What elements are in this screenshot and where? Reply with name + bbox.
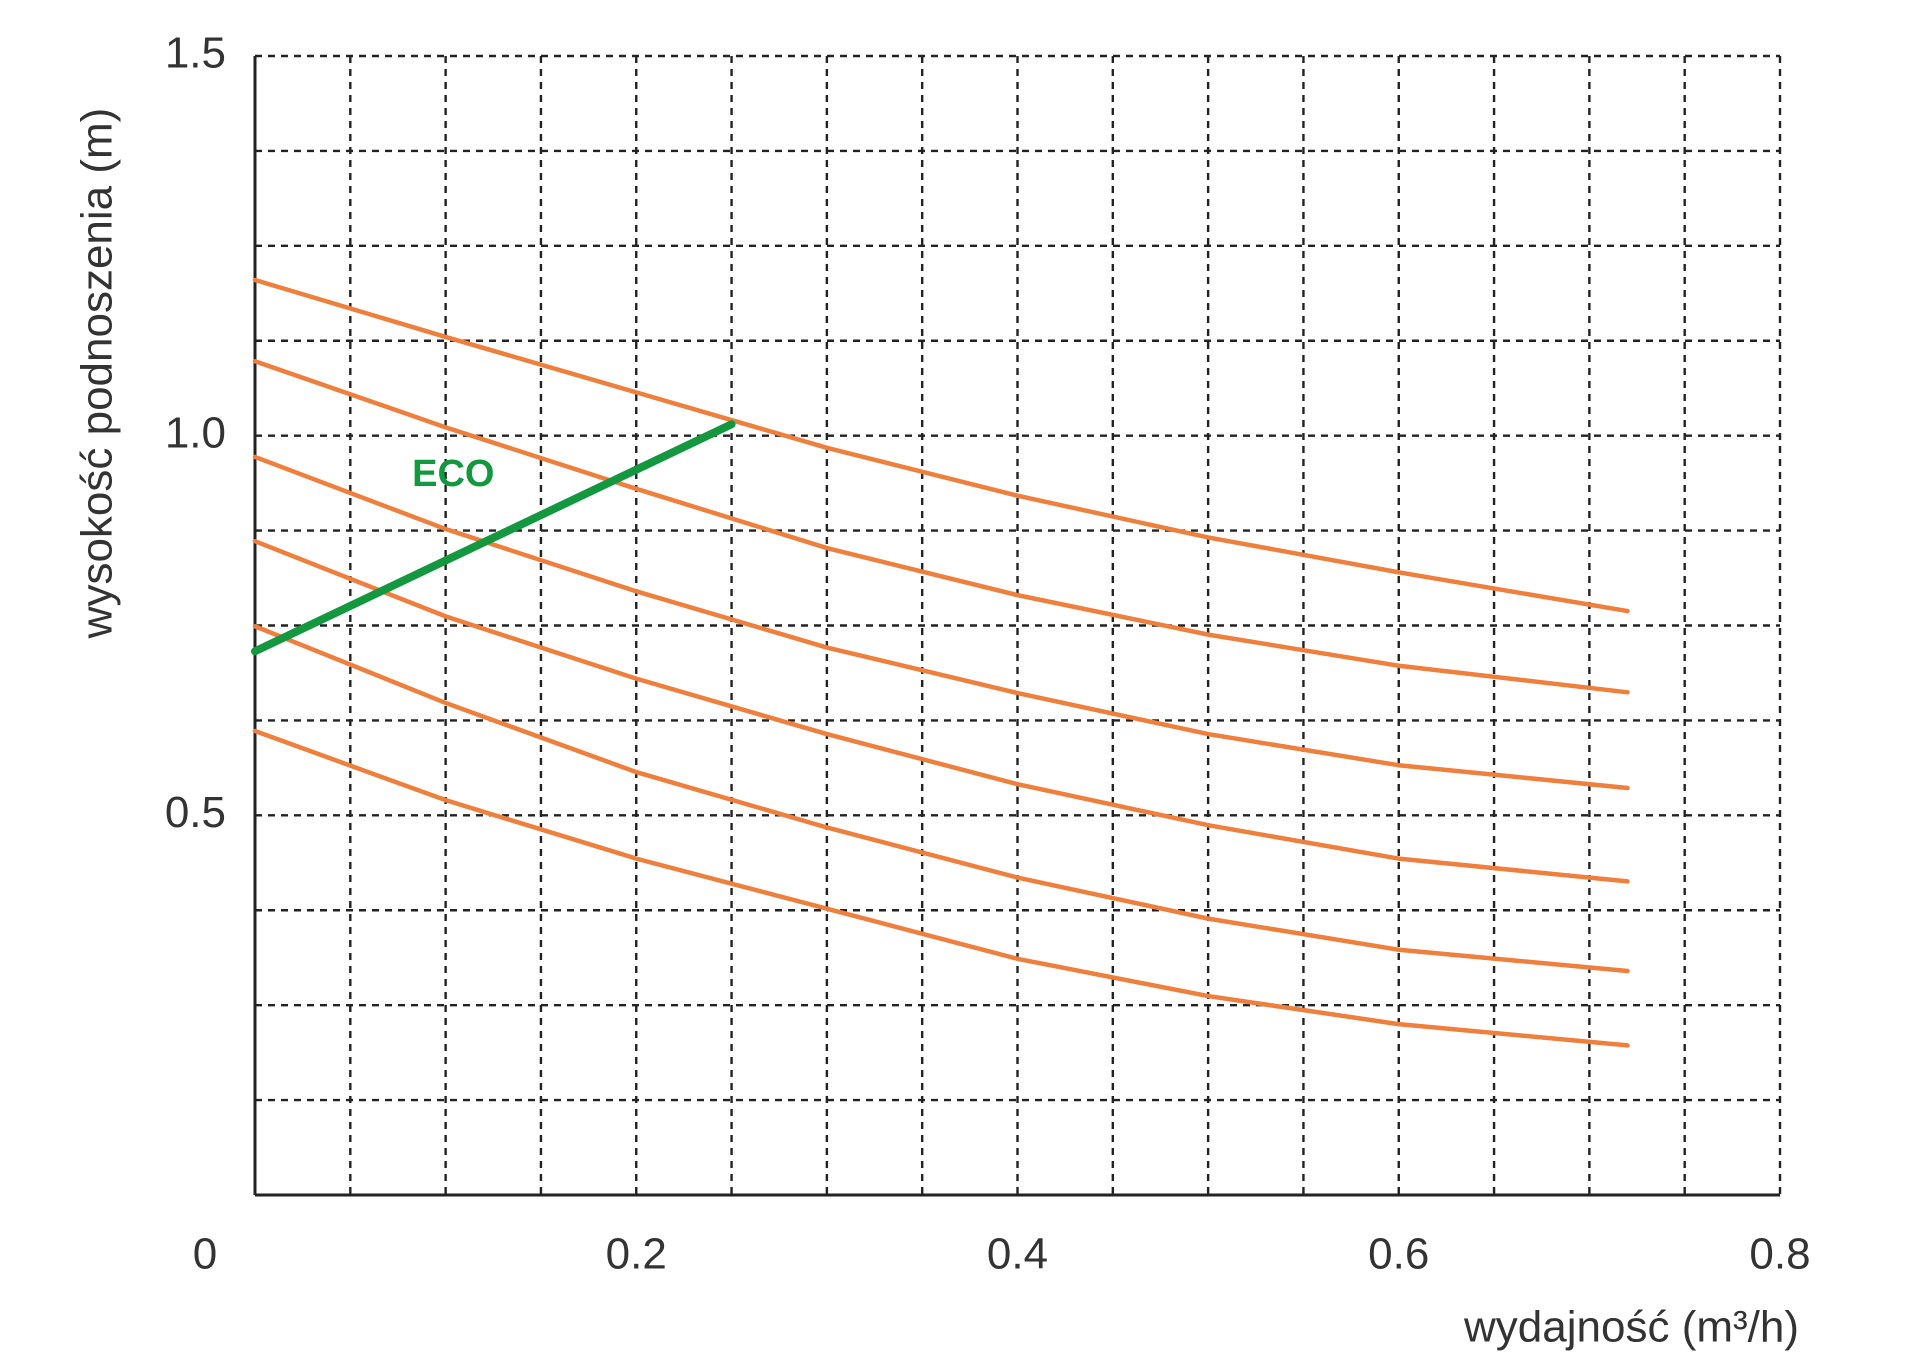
x-tick-label: 0.6 xyxy=(1368,1230,1429,1279)
y-tick-label: 1.5 xyxy=(165,29,226,78)
x-tick-label: 0 xyxy=(193,1230,217,1279)
series-line xyxy=(251,420,736,656)
series-line xyxy=(252,728,1630,1048)
x-tick-label: 0.2 xyxy=(606,1230,667,1279)
series-line xyxy=(252,538,1630,884)
series-line xyxy=(252,624,1630,974)
y-tick-label: 1.0 xyxy=(165,408,226,457)
x-axis-label: wydajność (m³/h) xyxy=(1463,1303,1799,1352)
y-tick-label: 0.5 xyxy=(165,788,226,837)
x-tick-label: 0.4 xyxy=(987,1230,1048,1279)
series-label: ECO xyxy=(412,453,494,495)
series-line xyxy=(252,277,1630,614)
series-line xyxy=(252,454,1630,791)
y-axis-label: wysokość podnoszenia (m) xyxy=(73,108,122,640)
series-line xyxy=(252,359,1630,695)
x-tick-label: 0.8 xyxy=(1749,1230,1810,1279)
